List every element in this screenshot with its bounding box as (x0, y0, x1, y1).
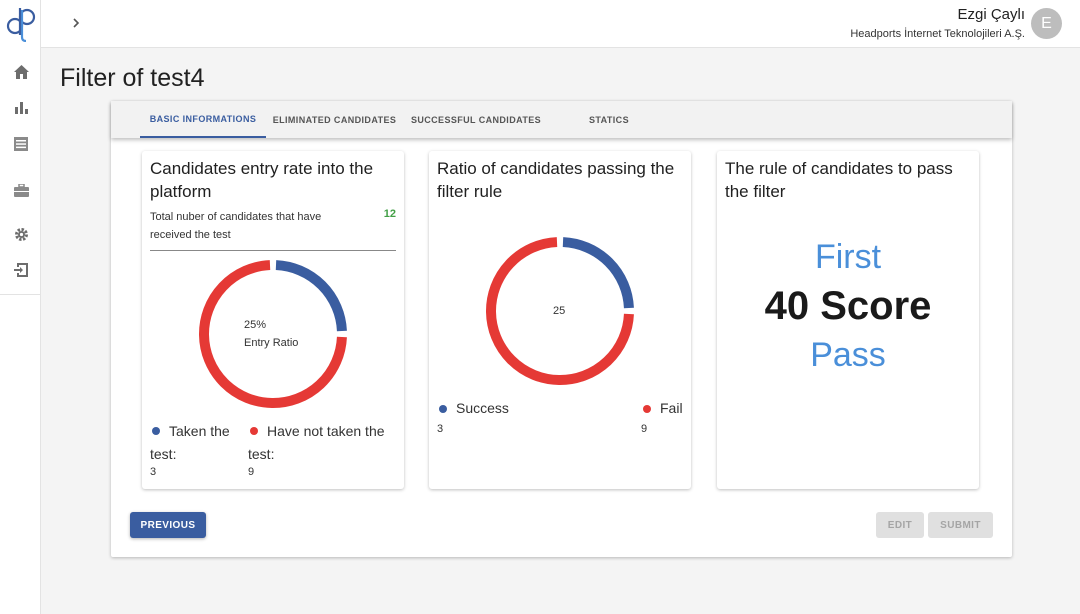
entry-ratio-donut (199, 260, 347, 408)
legend-dot-taken (152, 427, 160, 435)
legend-label-fail: Fail (660, 400, 683, 416)
rule-first: First (814, 238, 882, 276)
tab-bar: BASIC INFORMATIONS ELIMINATED CANDIDATES… (111, 101, 1012, 138)
edit-button[interactable]: EDIT (876, 512, 924, 538)
legend-value-success: 3 (437, 423, 444, 435)
page-title: Filter of test4 (60, 64, 205, 92)
donut-center-value: 25 (553, 305, 566, 317)
legend-dot-not-taken (250, 427, 258, 435)
app-logo[interactable] (4, 4, 38, 43)
tab-eliminated-candidates[interactable]: ELIMINATED CANDIDATES (272, 114, 397, 125)
sidebar-divider (0, 294, 41, 295)
donut-percent: 25% (244, 319, 267, 331)
legend-label-success: Success (456, 400, 509, 416)
total-candidates-value: 12 (383, 208, 396, 220)
briefcase-icon[interactable] (11, 180, 31, 200)
legend-value-fail: 9 (641, 423, 648, 435)
tab-basic-informations[interactable]: BASIC INFORMATIONS (140, 101, 266, 138)
main-panel: BASIC INFORMATIONS ELIMINATED CANDIDATES… (111, 101, 1012, 557)
donut-segment-primary (275, 260, 347, 332)
legend-value-taken: 3 (150, 466, 157, 478)
company-name: Headports İnternet Teknolojileri A.Ş. (850, 28, 1025, 40)
sidebar (0, 0, 41, 614)
donut-segment-remainder (486, 237, 634, 385)
tab-statics[interactable]: STATICS (589, 114, 629, 125)
submit-button[interactable]: SUBMIT (928, 512, 993, 538)
home-icon[interactable] (11, 62, 31, 82)
legend-label-not-taken: Have not taken the test: (248, 423, 385, 462)
passing-ratio-card: Ratio of candidates passing the filter r… (429, 151, 691, 489)
bar-chart-icon[interactable] (11, 98, 31, 118)
card-title: Candidates entry rate into the platform (150, 159, 374, 201)
gear-icon[interactable] (11, 224, 31, 244)
top-bar: Ezgi Çaylı Headports İnternet Teknolojil… (41, 0, 1080, 48)
legend-dot-success (439, 405, 447, 413)
card-title: The rule of candidates to pass the filte… (725, 159, 953, 201)
passing-ratio-donut (486, 237, 634, 385)
logout-icon[interactable] (11, 260, 31, 280)
donut-label: Entry Ratio (244, 337, 299, 349)
filter-rule-card: The rule of candidates to pass the filte… (717, 151, 979, 489)
user-name: Ezgi Çaylı (957, 6, 1025, 23)
legend-label-taken: Taken the test: (150, 423, 230, 462)
legend-dot-fail (643, 405, 651, 413)
rule-score: 40 Score (764, 284, 932, 328)
chevron-right-icon[interactable] (69, 14, 85, 32)
entry-rate-card: Candidates entry rate into the platform … (142, 151, 404, 489)
total-candidates-label: Total nuber of candidates that have rece… (150, 211, 322, 241)
tab-successful-candidates[interactable]: SUCCESSFUL CANDIDATES (410, 114, 542, 125)
donut-segment-primary (562, 237, 634, 309)
previous-button[interactable]: PREVIOUS (130, 512, 206, 538)
legend-value-not-taken: 9 (248, 466, 255, 478)
divider (150, 250, 396, 251)
donut-segment-remainder (199, 260, 347, 408)
avatar[interactable]: E (1031, 8, 1062, 39)
rule-pass: Pass (810, 336, 886, 374)
card-title: Ratio of candidates passing the filter r… (437, 159, 675, 201)
list-icon[interactable] (11, 134, 31, 154)
